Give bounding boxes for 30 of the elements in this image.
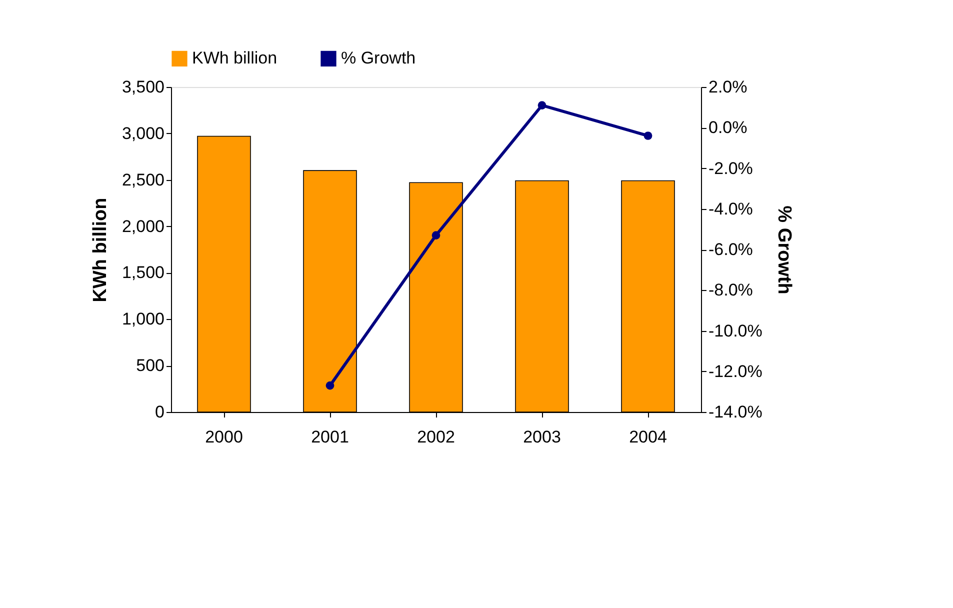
y2-axis-title: % Growth	[773, 206, 794, 294]
point	[326, 381, 334, 390]
y2-tick-label: -4.0%	[708, 199, 753, 218]
y2-tick-label: 2.0%	[708, 78, 748, 96]
y-tick-label: 1,500	[122, 263, 164, 282]
x-tick-label: 2002	[417, 428, 455, 446]
y-tick-label: 3,000	[122, 124, 164, 143]
y2-tick-label: -10.0%	[708, 321, 762, 340]
point	[644, 132, 652, 140]
y2-tick-label: -14.0%	[708, 402, 762, 422]
y2-tick-label: -2.0%	[708, 158, 753, 178]
y2-tick-label: 0.0%	[708, 118, 748, 138]
point	[538, 101, 546, 110]
y-axis-title: KWh billion	[90, 198, 111, 302]
y2-tick-label: -6.0%	[708, 240, 753, 259]
x-tick-label: 2000	[205, 428, 243, 446]
x-tick-label: 2004	[629, 428, 667, 446]
y-tick-label: 2,500	[122, 170, 164, 190]
y2-tick-label: -8.0%	[708, 280, 753, 300]
point	[432, 231, 440, 240]
y-tick-label: 1,000	[122, 310, 164, 329]
x-tick-label: 2003	[523, 428, 561, 446]
legend-label: % Growth	[341, 48, 416, 68]
y-tick-label: 0	[155, 402, 164, 422]
y2-tick-label: -12.0%	[708, 362, 762, 381]
y-tick-label: 3,500	[122, 78, 164, 96]
y-tick-label: 500	[136, 356, 164, 376]
x-tick-label: 2001	[311, 428, 349, 446]
legend-label: KWh billion	[192, 48, 278, 68]
y-tick-label: 2,000	[122, 216, 164, 236]
